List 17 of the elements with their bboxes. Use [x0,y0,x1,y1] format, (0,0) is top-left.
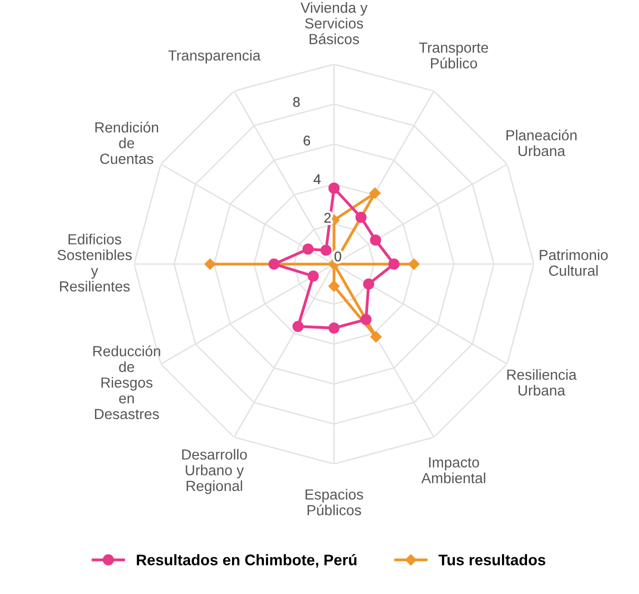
spoke-label: Reducción de Riesgos en Desastres [93,345,160,420]
legend-label: Tus resultados [438,554,546,566]
y-tick-label: 8 [293,97,300,107]
spoke-label: Planeación Urbana [506,130,577,156]
spoke-label: Espacios Públicos [306,488,364,516]
spoke-label: Transparencia [168,50,261,64]
spoke-label: Transporte Público [419,42,488,68]
legend-label: Resultados en Chimbote, Perú [136,554,356,568]
spoke-label: Patrimonio Cultural [540,249,608,276]
spoke-label: Impacto Ambiental [421,457,486,484]
y-tick-label: 6 [304,136,310,146]
y-tick-label: 4 [314,174,321,184]
spoke-label: Vivienda y Servicios Básicos [300,2,368,44]
spoke-label: Edificios Sostenibles y Resilientes [58,234,132,292]
spoke-label: Rendición de Cuentas [95,122,158,164]
spoke-label: Desarrollo Urbano y Regional [182,448,247,494]
spoke-label: Resiliencia Urbana [507,369,577,396]
